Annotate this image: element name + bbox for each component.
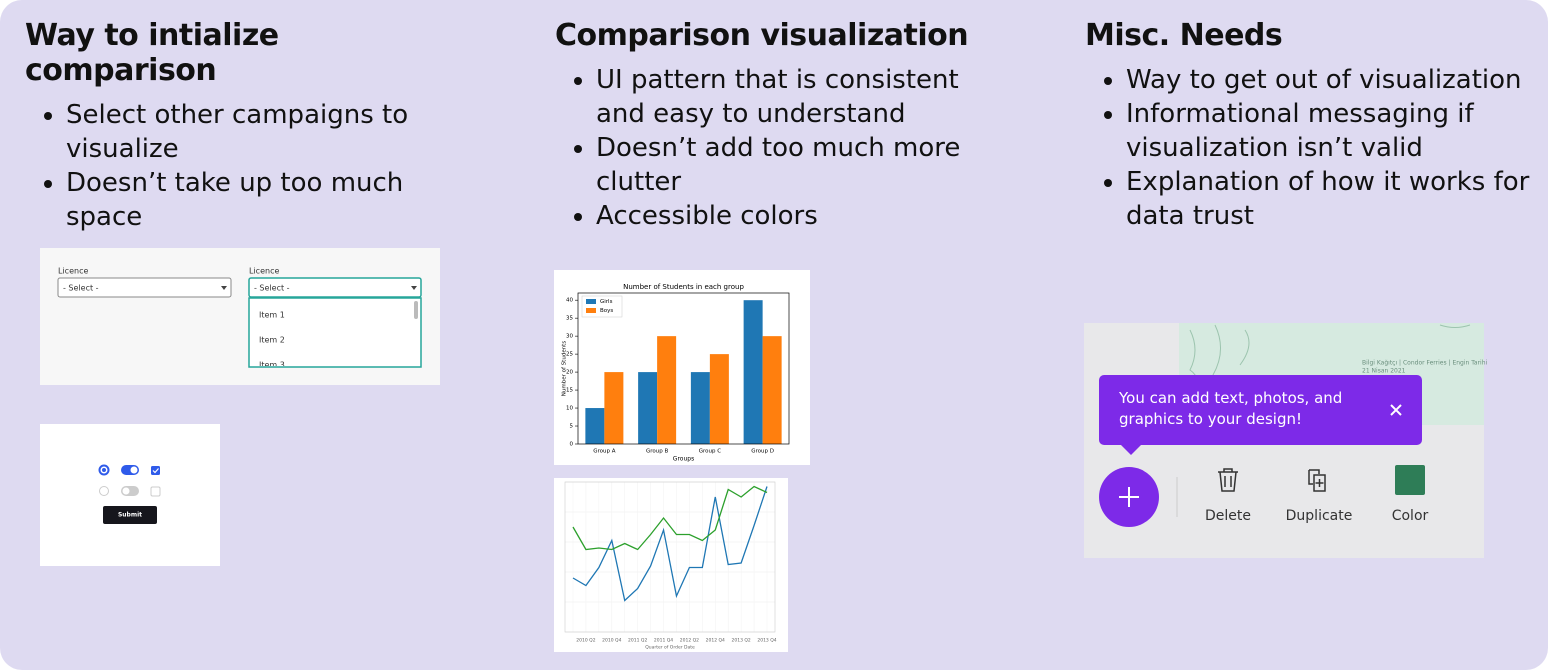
y-tick-label: 5 bbox=[570, 424, 574, 430]
bullet: UI pattern that is consistent and easy t… bbox=[596, 63, 1005, 131]
x-tick-label: 2012 Q4 bbox=[706, 638, 725, 644]
column: Comparison visualization UI pattern that … bbox=[555, 18, 1005, 233]
x-axis-title: Groups bbox=[673, 456, 694, 463]
bar bbox=[604, 372, 624, 444]
y-tick-label: 0 bbox=[570, 442, 574, 448]
bar bbox=[743, 300, 763, 444]
bar bbox=[762, 336, 782, 444]
bullet-list: UI pattern that is consistent and easy t… bbox=[555, 63, 1005, 233]
caret bbox=[221, 286, 227, 290]
y-tick-label: 25 bbox=[566, 352, 573, 358]
x-tick-label: Group D bbox=[751, 449, 774, 455]
bullet: Way to get out of visualization bbox=[1126, 63, 1535, 97]
scrollbar bbox=[414, 301, 418, 319]
button-label: Submit bbox=[118, 512, 142, 519]
chart-title: Number of Students in each group bbox=[623, 283, 744, 291]
bullet: Explanation of how it works for data tru… bbox=[1126, 165, 1535, 233]
y-tick-label: 30 bbox=[566, 334, 573, 340]
column: Way to intialize comparison Select other … bbox=[25, 18, 475, 234]
bullet: Doesn’t add too much more clutter bbox=[596, 131, 1005, 199]
y-tick-label: 15 bbox=[566, 388, 573, 394]
legend-label: Girls bbox=[600, 299, 613, 305]
radio[interactable] bbox=[99, 486, 109, 496]
y-tick-label: 20 bbox=[566, 370, 573, 376]
bullet: Informational messaging if visualization… bbox=[1126, 97, 1535, 165]
x-tick-label: 2013 Q4 bbox=[757, 638, 776, 644]
credits: Bilgi Kağıtçı | Condor Ferries | Engin T… bbox=[1362, 360, 1488, 367]
column: Misc. Needs Way to get out of visualizati… bbox=[1085, 18, 1535, 233]
bullet-list: Way to get out of visualizationInformati… bbox=[1085, 63, 1535, 233]
x-tick-label: 2013 Q2 bbox=[731, 638, 750, 644]
x-tick-label: Group B bbox=[646, 449, 668, 455]
tooltip-text: You can add text, photos, and graphics t… bbox=[1119, 389, 1343, 428]
color-swatch[interactable] bbox=[1395, 465, 1425, 495]
dropdown bbox=[248, 297, 422, 368]
x-tick-label: 2010 Q2 bbox=[576, 638, 595, 644]
bar bbox=[657, 336, 677, 444]
bar bbox=[709, 354, 729, 444]
option[interactable]: Item 1 bbox=[259, 311, 285, 320]
column-title: Misc. Needs bbox=[1085, 18, 1283, 53]
radio-dot bbox=[102, 468, 106, 472]
option[interactable]: Item 2 bbox=[259, 336, 285, 345]
legend-label: Boys bbox=[600, 308, 613, 314]
column-title: Comparison visualization bbox=[555, 18, 969, 53]
field-label: Licence bbox=[249, 267, 279, 276]
plot-frame bbox=[577, 292, 790, 445]
y-tick-label: 35 bbox=[566, 316, 573, 322]
bullet: Accessible colors bbox=[596, 199, 1005, 233]
bullet: Doesn’t take up too much space bbox=[66, 166, 475, 234]
tooltip-arrow bbox=[1121, 445, 1141, 455]
caret bbox=[411, 286, 417, 290]
line-series bbox=[572, 486, 768, 602]
bullet-list: Select other campaigns to visualizeDoesn… bbox=[25, 98, 475, 234]
select[interactable] bbox=[57, 277, 232, 298]
x-tick-label: 2011 Q2 bbox=[628, 638, 647, 644]
bar bbox=[585, 408, 605, 444]
check bbox=[152, 468, 159, 474]
tooltip bbox=[1099, 375, 1422, 445]
bullet: Select other campaigns to visualize bbox=[66, 98, 475, 166]
option[interactable]: Item 3 bbox=[259, 361, 285, 370]
radio[interactable] bbox=[98, 464, 110, 476]
y-tick-label: 10 bbox=[566, 406, 573, 412]
duplicate-icon[interactable] bbox=[1308, 469, 1326, 492]
checkbox[interactable] bbox=[151, 466, 160, 475]
toggle-knob bbox=[130, 466, 138, 474]
field-label: Licence bbox=[58, 267, 88, 276]
y-tick-label: 40 bbox=[566, 298, 573, 304]
button[interactable] bbox=[103, 506, 157, 524]
select-text: - Select - bbox=[254, 284, 290, 293]
action-label: Duplicate bbox=[1286, 508, 1353, 524]
bar bbox=[690, 372, 710, 444]
action-label: Color bbox=[1392, 508, 1429, 524]
select[interactable] bbox=[248, 277, 422, 298]
plot-frame bbox=[564, 481, 776, 633]
line-series bbox=[572, 485, 768, 551]
x-tick-label: Group C bbox=[699, 449, 721, 455]
action-label: Delete bbox=[1205, 508, 1251, 524]
legend-swatch bbox=[586, 308, 596, 313]
select-text: - Select - bbox=[63, 284, 99, 293]
column-title: Way to intialize comparison bbox=[25, 18, 279, 88]
toggle-knob bbox=[122, 487, 130, 495]
close-icon[interactable] bbox=[1390, 404, 1402, 416]
x-tick-label: 2012 Q2 bbox=[680, 638, 699, 644]
legend-swatch bbox=[586, 299, 596, 304]
delete-icon[interactable] bbox=[1218, 468, 1238, 492]
credits-date: 21 Nisan 2021 bbox=[1362, 368, 1406, 375]
x-tick-label: Group A bbox=[593, 449, 615, 455]
checkbox[interactable] bbox=[150, 486, 161, 497]
bar bbox=[638, 372, 658, 444]
plus-icon bbox=[1119, 487, 1139, 507]
x-tick-label: 2011 Q4 bbox=[654, 638, 673, 644]
x-axis-title: Quarter of Order Date bbox=[645, 645, 695, 651]
y-axis-title: Number of Students bbox=[562, 341, 568, 397]
x-tick-label: 2010 Q4 bbox=[602, 638, 621, 644]
